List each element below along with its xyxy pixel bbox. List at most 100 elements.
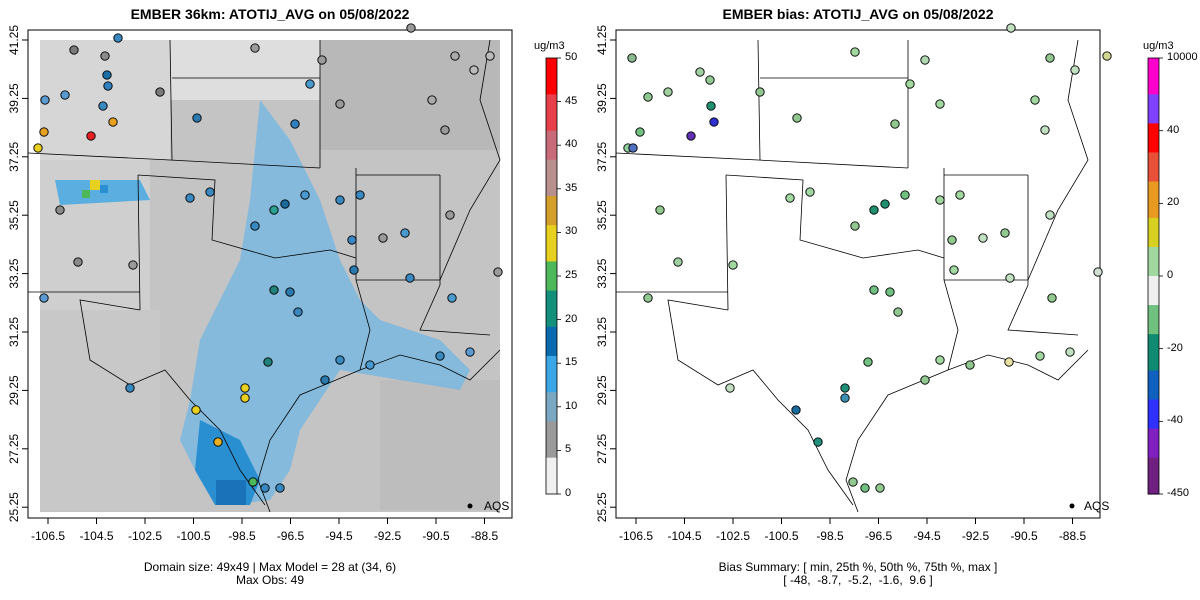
observation-point xyxy=(949,265,959,275)
observation-point xyxy=(469,65,479,75)
colorbar-label: 40 xyxy=(1167,123,1180,136)
x-tick-label: -96.5 xyxy=(865,529,893,543)
observation-point xyxy=(869,205,879,215)
observation-point xyxy=(33,143,43,153)
x-tick-label: -92.5 xyxy=(374,529,402,543)
colorbar-label: 10 xyxy=(565,399,578,412)
observation-point xyxy=(320,375,330,385)
observation-point xyxy=(686,131,696,141)
x-tick-label: -98.5 xyxy=(228,529,256,543)
colorbar-label: 20 xyxy=(1167,196,1180,209)
observation-point xyxy=(39,127,49,137)
observation-point xyxy=(378,233,388,243)
observation-point xyxy=(250,221,260,231)
observation-point xyxy=(365,360,375,370)
colorbar-label: 5 xyxy=(565,443,572,456)
y-tick-label: 31.25 xyxy=(7,317,21,347)
observation-point xyxy=(850,221,860,231)
observation-point xyxy=(192,113,202,123)
y-tick-label: 29.25 xyxy=(595,375,609,405)
observation-point xyxy=(100,51,110,61)
y-tick-label: 41.25 xyxy=(595,25,609,55)
left-panel-title: EMBER 36km: ATOTIJ_AVG on 05/08/2022 xyxy=(130,6,410,22)
observation-point xyxy=(427,95,437,105)
observation-point xyxy=(269,205,279,215)
colorbar-label: 45 xyxy=(565,94,578,107)
y-tick-label: 37.25 xyxy=(595,141,609,171)
colorbar-label: -450 xyxy=(1167,487,1190,499)
observation-point xyxy=(213,437,223,447)
observation-point xyxy=(1093,267,1103,277)
observation-point xyxy=(300,190,310,200)
right-caption-line1: Bias Summary: [ min, 25th %, 50th %, 75t… xyxy=(718,560,998,574)
y-tick-label: 39.25 xyxy=(595,83,609,113)
observation-point xyxy=(102,70,112,80)
y-tick-label: 37.25 xyxy=(7,141,21,171)
observation-point xyxy=(128,260,138,270)
observation-point xyxy=(435,351,445,361)
observation-point xyxy=(405,273,415,283)
observation-point xyxy=(293,307,303,317)
observation-point xyxy=(1006,23,1016,33)
colorbar-label: 0 xyxy=(1167,269,1174,281)
observation-point xyxy=(965,360,975,370)
observation-point xyxy=(240,383,250,393)
y-tick-label: 31.25 xyxy=(595,317,609,347)
observation-point xyxy=(725,383,735,393)
observation-point xyxy=(406,23,416,33)
observation-point xyxy=(260,483,270,493)
observation-point xyxy=(275,483,285,493)
observation-point xyxy=(155,87,165,97)
observation-point xyxy=(935,99,945,109)
observation-point xyxy=(485,51,495,61)
observation-point xyxy=(248,477,258,487)
observation-point xyxy=(305,79,315,89)
observation-point xyxy=(1047,293,1057,303)
left-colorbar xyxy=(545,57,561,495)
observation-point xyxy=(103,81,113,91)
x-tick-label: -90.5 xyxy=(1010,529,1038,543)
y-tick-label: 33.25 xyxy=(595,258,609,288)
observation-point xyxy=(805,187,815,197)
observation-point xyxy=(860,483,870,493)
observation-point xyxy=(1102,51,1112,61)
y-tick-label: 39.25 xyxy=(7,83,21,113)
observation-point xyxy=(869,285,879,295)
observation-point xyxy=(1030,95,1040,105)
aqs-marker xyxy=(467,503,473,509)
observation-point xyxy=(792,113,802,123)
observation-point xyxy=(40,95,50,105)
observation-point xyxy=(840,383,850,393)
observation-point xyxy=(1065,347,1075,357)
observation-point xyxy=(900,190,910,200)
observation-point xyxy=(335,355,345,365)
observation-point xyxy=(655,205,665,215)
observation-point xyxy=(335,99,345,109)
observation-point xyxy=(355,190,365,200)
x-tick-label: -104.5 xyxy=(667,529,701,543)
observation-point xyxy=(728,260,738,270)
x-tick-label: -94.5 xyxy=(325,529,353,543)
observation-point xyxy=(920,375,930,385)
observation-point xyxy=(69,45,79,55)
x-tick-label: -90.5 xyxy=(422,529,450,543)
observation-point xyxy=(635,127,645,137)
observation-point xyxy=(185,193,195,203)
observation-point xyxy=(885,287,895,297)
observation-point xyxy=(935,195,945,205)
x-tick-label: -100.5 xyxy=(176,529,210,543)
left-legend-unit: ug/m3 xyxy=(534,40,565,52)
observation-point xyxy=(706,101,716,111)
y-tick-label: 35.25 xyxy=(595,200,609,230)
observation-point xyxy=(890,119,900,129)
observation-point xyxy=(263,357,273,367)
colorbar-label: 15 xyxy=(565,356,578,369)
observation-point xyxy=(125,383,135,393)
observation-point xyxy=(347,235,357,245)
left-aqs-label: AQS xyxy=(484,499,509,513)
observation-point xyxy=(628,143,638,153)
left-caption-line1: Domain size: 49x49 | Max Model = 28 at (… xyxy=(143,560,397,574)
observation-point xyxy=(785,193,795,203)
observation-point xyxy=(905,79,915,89)
